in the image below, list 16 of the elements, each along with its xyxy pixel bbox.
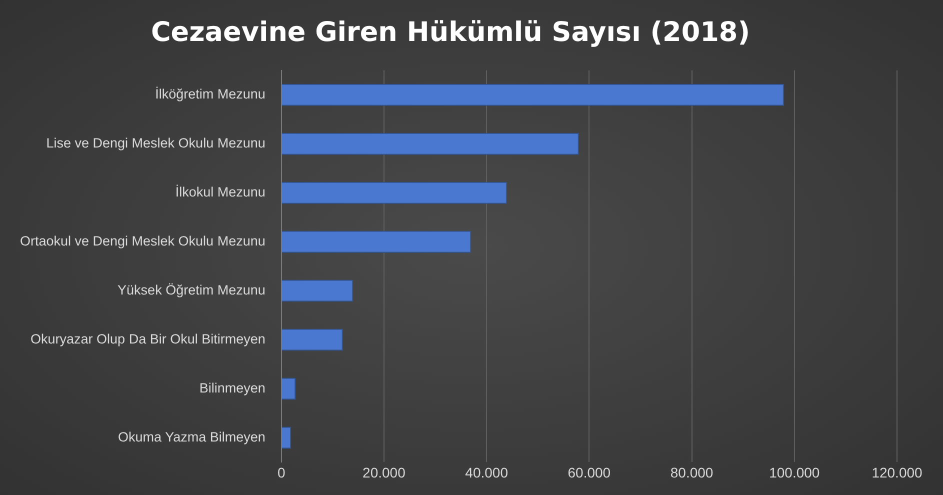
y-tick-label: Ortaokul ve Dengi Meslek Okulu Mezunu xyxy=(20,234,266,249)
x-tick-label: 40.000 xyxy=(465,464,508,480)
x-tick-label: 0 xyxy=(277,464,286,480)
y-tick-label: İlkokul Mezunu xyxy=(175,184,266,200)
x-tick-label: 100.000 xyxy=(769,464,820,480)
y-tick-label: Okuryazar Olup Da Bir Okul Bitirmeyen xyxy=(30,331,266,346)
x-tick-label: 60.000 xyxy=(568,464,611,480)
x-tick-label: 20.000 xyxy=(362,464,406,480)
x-tick-label: 120.000 xyxy=(872,464,923,480)
x-tick-label: 80.000 xyxy=(670,464,714,480)
y-tick-label: Yüksek Öğretim Mezunu xyxy=(118,282,266,298)
chart-title: Cezaevine Giren Hükümlü Sayısı (2018) xyxy=(150,17,750,48)
y-tick-label: İlköğretim Mezunu xyxy=(155,86,266,102)
y-tick-label: Bilinmeyen xyxy=(199,380,266,396)
y-tick-label: Lise ve Dengi Meslek Okulu Mezunu xyxy=(46,136,266,151)
y-tick-label: Okuma Yazma Bilmeyen xyxy=(118,429,266,444)
